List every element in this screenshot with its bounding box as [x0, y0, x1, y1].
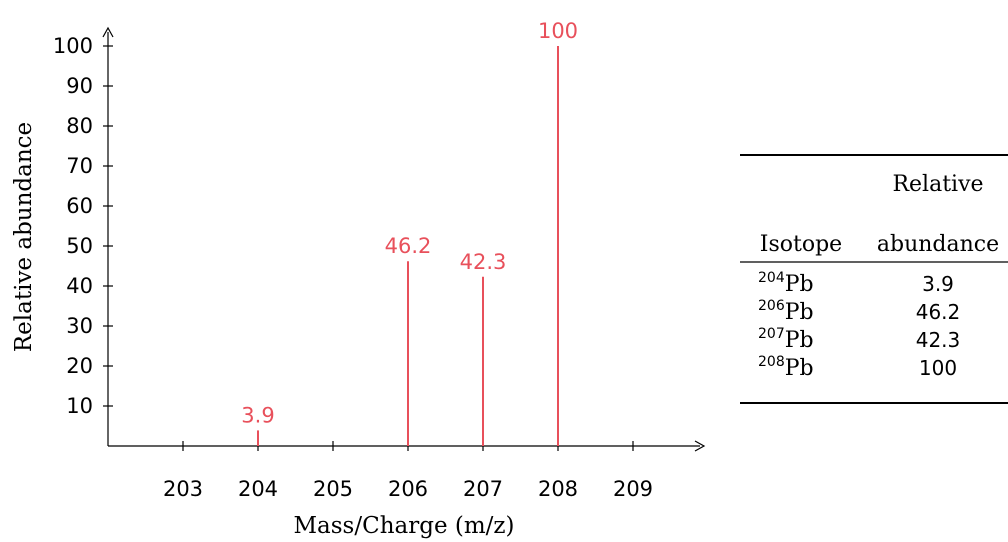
- isotope-table: Relative Isotope abundance 204Pb 3.9206Pb…: [740, 154, 1008, 404]
- data-label-206: 46.2: [385, 234, 432, 258]
- y-tick-label: 20: [66, 354, 93, 378]
- table-header-isotope: Isotope: [760, 232, 842, 257]
- table-abundance-cell: 42.3: [916, 328, 961, 352]
- table-abundance-cell: 3.9: [922, 272, 954, 296]
- x-tick-label: 206: [388, 477, 428, 501]
- x-tick-label: 209: [613, 477, 653, 501]
- data-label-207: 42.3: [460, 250, 507, 274]
- data-label-208: 100: [538, 19, 578, 43]
- y-axis-title: Relative abundance: [11, 122, 37, 352]
- plot-area: 203 204 205 206 207 208 209 10 20 30 40 50 60 70 80 90…: [11, 19, 706, 539]
- x-tick-label: 203: [163, 477, 203, 501]
- y-tick-label: 80: [66, 114, 93, 138]
- x-axis-title: Mass/Charge (m/z): [293, 513, 514, 539]
- x-tick-label: 207: [463, 477, 503, 501]
- data-label-204: 3.9: [241, 403, 274, 427]
- isotope-element-symbol: Pb: [785, 300, 814, 325]
- isotope-element-symbol: Pb: [785, 272, 814, 297]
- isotope-element-symbol: Pb: [785, 356, 814, 381]
- y-tick-label: 30: [66, 314, 93, 338]
- y-axis-arrow: [102, 26, 114, 38]
- isotope-element-symbol: Pb: [785, 328, 814, 353]
- y-tick-label: 50: [66, 234, 93, 258]
- table-isotope-cell: 208Pb: [758, 354, 814, 381]
- y-tick-label: 90: [66, 74, 93, 98]
- x-axis-arrow: [694, 440, 706, 452]
- table-abundance-cell: 46.2: [916, 300, 961, 324]
- y-tick-label: 60: [66, 194, 93, 218]
- isotope-mass-number: 207: [758, 326, 785, 342]
- x-ticks: 203 204 205 206 207 208 209: [163, 441, 653, 501]
- data-labels: 3.9 46.2 42.3 100: [241, 19, 578, 427]
- table-header-abundance: abundance: [877, 232, 999, 257]
- y-tick-label: 40: [66, 274, 93, 298]
- y-tick-label: 100: [53, 34, 93, 58]
- isotope-mass-number: 204: [758, 270, 785, 286]
- x-tick-label: 205: [313, 477, 353, 501]
- isotope-mass-number: 208: [758, 354, 785, 370]
- x-tick-label: 204: [238, 477, 278, 501]
- table-header-relative: Relative: [892, 172, 983, 197]
- y-tick-label: 70: [66, 154, 93, 178]
- table-isotope-cell: 206Pb: [758, 298, 814, 325]
- y-ticks: 10 20 30 40 50 60 70 80 90 100: [53, 34, 113, 418]
- table-isotope-cell: 204Pb: [758, 270, 814, 297]
- isotope-mass-number: 206: [758, 298, 785, 314]
- table-abundance-cell: 100: [919, 356, 957, 380]
- table-isotope-cell: 207Pb: [758, 326, 814, 353]
- x-tick-label: 208: [538, 477, 578, 501]
- y-tick-label: 10: [66, 394, 93, 418]
- bars: [257, 46, 559, 446]
